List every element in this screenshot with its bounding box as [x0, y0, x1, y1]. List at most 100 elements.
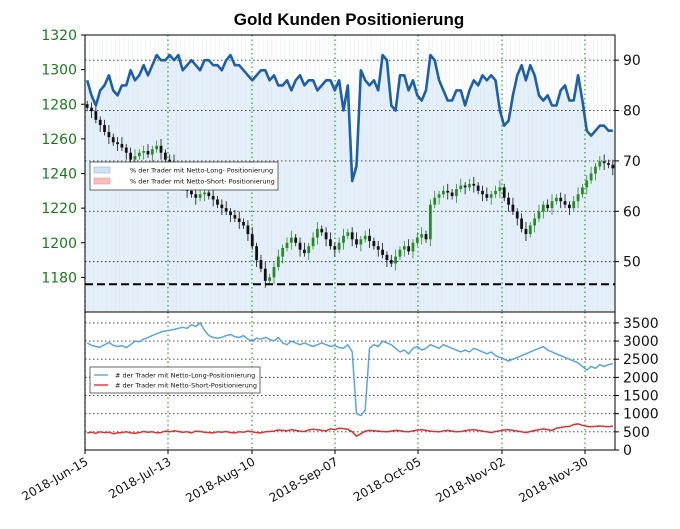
candle-body: [468, 183, 471, 188]
net-long-shade-bar: [588, 135, 594, 312]
net-long-shade-bar: [445, 100, 451, 313]
net-long-shade-bar: [180, 70, 186, 312]
candle-body: [272, 266, 276, 278]
candle-body: [263, 268, 267, 281]
net-long-shade-bar: [523, 80, 529, 312]
net-long-shade-bar: [119, 85, 125, 312]
left-tick-label: 1300: [41, 63, 77, 79]
candle-body: [472, 183, 476, 186]
candle-body: [133, 156, 137, 160]
candle-body: [594, 166, 597, 174]
left-tick-label: 1200: [41, 236, 77, 252]
net-long-count-line: [86, 322, 613, 417]
x-tick-label: 2018-Jun-15: [20, 454, 91, 503]
legend-box: [89, 366, 261, 394]
bottom-legend: # der Trader mit Netto-Long-Positionieru…: [89, 366, 261, 394]
net-long-shade-bar: [102, 85, 108, 312]
candle-body: [320, 228, 324, 233]
net-long-shade-bar: [358, 70, 364, 312]
candle-body: [294, 237, 298, 243]
net-long-shade-bar: [363, 80, 368, 312]
net-long-shade-bar: [89, 95, 94, 312]
candle-body: [216, 199, 219, 205]
candle-body: [554, 197, 558, 202]
right-tick-label: 50: [623, 255, 641, 271]
net-long-shade-bar: [376, 90, 381, 313]
candle-body: [237, 218, 241, 222]
net-long-shade-bar: [441, 90, 446, 313]
net-long-shade-bar: [124, 85, 129, 312]
candle-body: [455, 189, 458, 197]
candle-body: [246, 225, 250, 235]
candle-body: [446, 190, 450, 193]
net-long-shade-bar: [128, 70, 134, 312]
net-long-shade-bar: [528, 65, 533, 312]
net-long-shade-bar: [219, 70, 225, 312]
net-long-shade-bar: [389, 105, 394, 312]
x-tick-label: 2018-Oct-05: [351, 454, 423, 504]
candle-body: [442, 190, 445, 195]
candle-body: [124, 147, 128, 153]
candle-body: [207, 192, 211, 197]
legend-label: % der Trader mit Netto-Short- Positionie…: [130, 178, 275, 186]
candle-body: [276, 256, 280, 267]
candle-body: [90, 107, 93, 112]
candle-body: [481, 190, 484, 195]
candle-body: [324, 232, 328, 240]
net-long-shade-bar: [137, 75, 142, 312]
net-long-shade-bar: [406, 90, 412, 313]
candle-body: [85, 104, 89, 108]
candle-body: [533, 218, 537, 226]
candle-body: [433, 197, 437, 205]
candle-body: [111, 137, 115, 143]
net-long-shade-bar: [606, 130, 611, 312]
candle-body: [150, 149, 154, 155]
candle-body: [255, 246, 258, 261]
right-tick-label: 2500: [623, 352, 659, 368]
x-axis: 2018-Jun-15 2018-Jul-13 2018-Aug-10 2018-Se…: [20, 450, 591, 505]
candle-body: [198, 194, 202, 198]
candle-body: [607, 163, 610, 165]
candle-body: [168, 159, 172, 162]
net-long-shade-bar: [393, 110, 399, 312]
net-long-shade-bar: [289, 90, 294, 313]
candle-body: [581, 187, 584, 195]
net-long-shade-bar: [584, 130, 590, 312]
legend-swatch: [93, 177, 111, 185]
net-long-shade-bar: [132, 80, 138, 312]
candle-body: [229, 211, 232, 216]
x-tick-label: 2018-Nov-30: [516, 454, 590, 505]
candle-body: [289, 237, 293, 243]
candle-body: [589, 173, 593, 181]
net-long-shade-bar: [475, 85, 481, 312]
net-long-shade-bar: [371, 80, 377, 312]
left-tick-label: 1320: [41, 28, 77, 44]
candle-body: [107, 131, 111, 138]
right-tick-label: 60: [623, 204, 641, 220]
net-long-shade-bar: [497, 110, 503, 312]
candle-body: [572, 201, 576, 209]
net-long-shade-bar: [449, 100, 455, 313]
candle-body: [502, 187, 506, 198]
legend-swatch: [93, 166, 111, 174]
x-tick-label: 2018-Nov-02: [433, 454, 507, 505]
net-long-shade-bar: [250, 80, 255, 312]
candle-body: [398, 249, 402, 257]
net-long-shade-bar: [85, 80, 90, 312]
net-long-shade-bar: [415, 95, 420, 312]
bottom-panel: 0 500 1000 1500 2000 2500 3000 3500 # der Trader…: [84, 311, 659, 459]
x-tick-label: 2018-Aug-10: [183, 454, 257, 505]
right-tick-label: 90: [623, 53, 641, 69]
candle-body: [337, 242, 341, 250]
net-long-shade-bar: [93, 105, 99, 312]
net-long-shade-bar: [367, 85, 373, 312]
candle-body: [498, 187, 502, 191]
candle-body: [116, 142, 119, 145]
candle-body: [507, 197, 510, 205]
net-long-shade-bar: [467, 90, 472, 313]
right-tick-label: 500: [623, 425, 650, 441]
net-long-shade-bar: [432, 60, 438, 312]
candle-body: [103, 125, 106, 132]
right-tick-label: 3000: [623, 334, 659, 350]
